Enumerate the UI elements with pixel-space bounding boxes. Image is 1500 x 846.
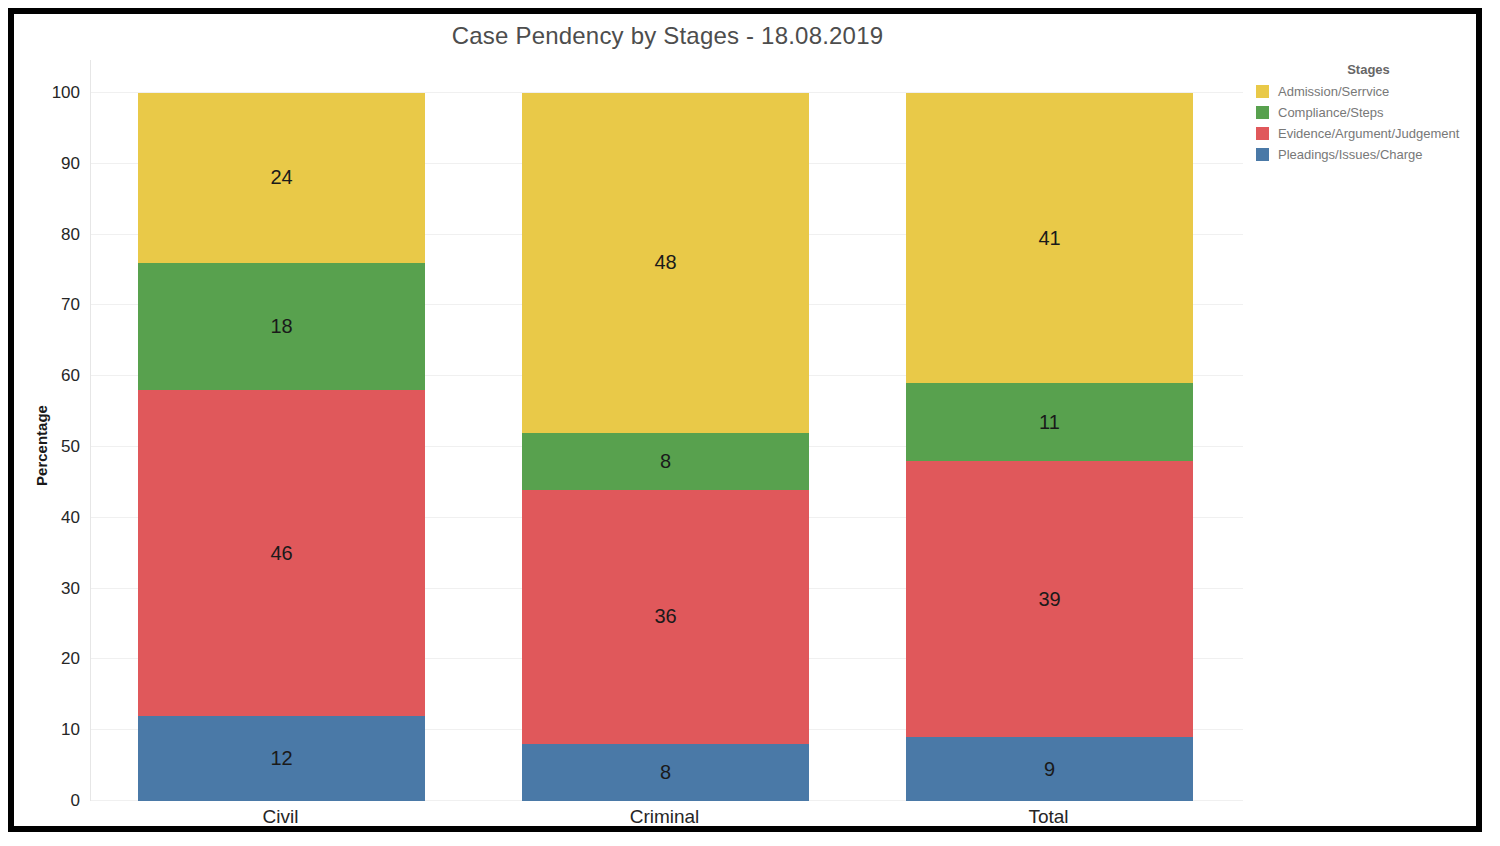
bar-segment[interactable]: 12: [138, 716, 425, 801]
bar-segment-label: 36: [654, 605, 676, 628]
chart-title: Case Pendency by Stages - 18.08.2019: [90, 22, 1245, 52]
bar-segment-label: 39: [1038, 588, 1060, 611]
x-category-label: Criminal: [521, 806, 808, 828]
legend-swatch: [1256, 127, 1269, 140]
legend-item-label: Compliance/Steps: [1278, 105, 1384, 120]
y-tick-label: 30: [28, 579, 80, 599]
y-tick-label: 50: [28, 437, 80, 457]
bar-total: 9 39 11 41: [906, 93, 1193, 801]
bar-segment-label: 18: [270, 315, 292, 338]
bar-segment-label: 11: [1039, 411, 1060, 434]
bar-criminal: 8 36 8 48: [522, 93, 809, 801]
bar-segment-label: 24: [270, 166, 292, 189]
y-tick-label: 0: [28, 791, 80, 811]
legend: Stages Admission/Serrvice Compliance/Step…: [1256, 62, 1481, 169]
x-category-label: Total: [905, 806, 1192, 828]
bar-segment-label: 9: [1044, 758, 1055, 781]
bar-segment-label: 8: [660, 761, 671, 784]
bar-segment-label: 46: [270, 542, 292, 565]
bar-segment[interactable]: 11: [906, 383, 1193, 461]
legend-item-label: Evidence/Argument/Judgement: [1278, 126, 1459, 141]
legend-swatch: [1256, 148, 1269, 161]
bar-segment[interactable]: 36: [522, 490, 809, 745]
y-tick-label: 20: [28, 649, 80, 669]
bar-segment[interactable]: 9: [906, 737, 1193, 801]
bar-segment[interactable]: 41: [906, 93, 1193, 383]
bar-segment-label: 8: [660, 450, 671, 473]
y-tick-label: 70: [28, 295, 80, 315]
legend-item[interactable]: Compliance/Steps: [1256, 106, 1481, 119]
legend-swatch: [1256, 106, 1269, 119]
plot-area: 12 46 18 24 8 36 8 48 9 39 11 41: [90, 60, 1243, 801]
y-tick-label: 100: [28, 83, 80, 103]
y-tick-label: 60: [28, 366, 80, 386]
bar-segment[interactable]: 24: [138, 93, 425, 263]
y-tick-label: 40: [28, 508, 80, 528]
bar-segment[interactable]: 8: [522, 744, 809, 801]
bar-segment[interactable]: 48: [522, 93, 809, 433]
bar-segment-label: 48: [654, 251, 676, 274]
legend-item[interactable]: Admission/Serrvice: [1256, 85, 1481, 98]
bar-segment-label: 41: [1038, 227, 1060, 250]
legend-swatch: [1256, 85, 1269, 98]
bar-civil: 12 46 18 24: [138, 93, 425, 801]
y-tick-label: 10: [28, 720, 80, 740]
legend-item-label: Pleadings/Issues/Charge: [1278, 147, 1423, 162]
legend-item[interactable]: Evidence/Argument/Judgement: [1256, 127, 1481, 140]
legend-item-label: Admission/Serrvice: [1278, 84, 1389, 99]
bar-segment[interactable]: 46: [138, 390, 425, 716]
y-tick-label: 80: [28, 225, 80, 245]
legend-title: Stages: [1256, 62, 1481, 77]
bar-segment[interactable]: 18: [138, 263, 425, 390]
y-tick-label: 90: [28, 154, 80, 174]
bar-segment-label: 12: [270, 747, 292, 770]
bar-segment[interactable]: 39: [906, 461, 1193, 737]
legend-item[interactable]: Pleadings/Issues/Charge: [1256, 148, 1481, 161]
bar-segment[interactable]: 8: [522, 433, 809, 490]
x-category-label: Civil: [137, 806, 424, 828]
